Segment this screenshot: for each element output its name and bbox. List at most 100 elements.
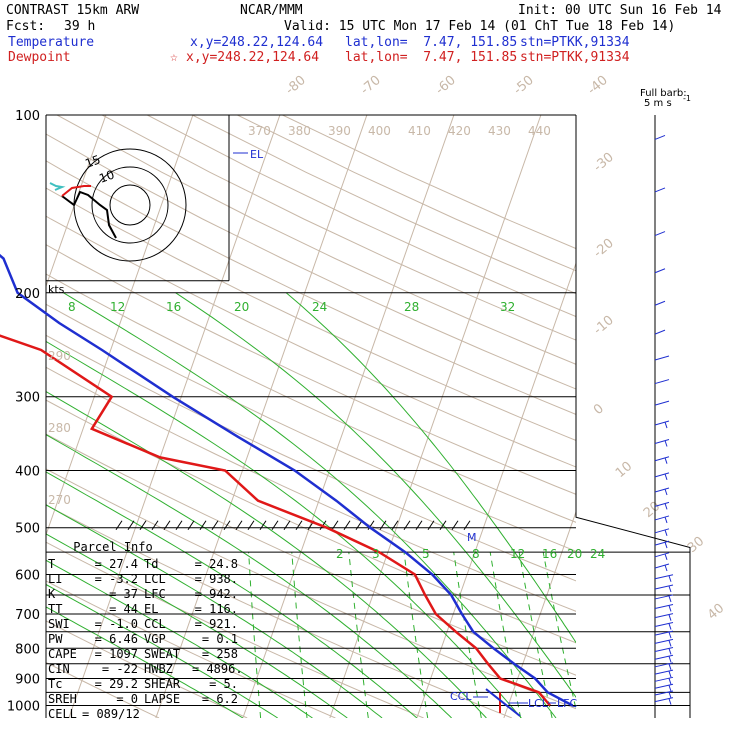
isotherm-label: -20 xyxy=(591,236,617,261)
wind-barb xyxy=(654,690,674,696)
parcel-value: = -1.0 xyxy=(94,617,138,631)
isotherm-line xyxy=(155,115,368,718)
wind-barb-flag xyxy=(664,564,668,572)
wind-barb xyxy=(654,552,670,558)
theta-label: 390 xyxy=(328,124,351,138)
theta-label: 290 xyxy=(48,349,71,363)
wind-barb-flag xyxy=(668,671,672,678)
wind-barb xyxy=(654,456,670,462)
isotherm-label: 0 xyxy=(591,401,607,418)
m-label: M xyxy=(467,531,477,544)
el-label: EL xyxy=(250,148,264,161)
mixing-ratio-label: 5 xyxy=(422,547,430,561)
parcel-key: CELL xyxy=(48,707,77,721)
temperature-latlon: lat,lon= 7.47, 151.85 xyxy=(345,35,518,50)
hodograph-low-trace xyxy=(49,182,66,191)
wind-barb xyxy=(654,268,666,274)
wind-barb-flag xyxy=(664,541,668,549)
dry-adiabat-line xyxy=(237,115,576,272)
parcel-info-row: PW = 6.46 VGP = 0.1 xyxy=(48,632,238,647)
wind-barb xyxy=(654,646,674,652)
isotherm-line xyxy=(503,510,576,718)
wind-barb xyxy=(654,603,674,609)
wind-barb xyxy=(654,563,670,569)
wind-barb-flag xyxy=(668,698,672,705)
dry-adiabat-line xyxy=(46,468,576,710)
wind-barb-flag xyxy=(664,440,668,447)
isotherm-line xyxy=(242,115,455,718)
parcel-value: = -3.2 xyxy=(94,572,138,586)
wind-barb xyxy=(654,528,670,534)
hatch-mark xyxy=(295,520,303,531)
init-time: Init: 00 UTC Sun 16 Feb 14 xyxy=(518,3,722,18)
theta-label: 280 xyxy=(48,421,71,435)
parcel-value: = 258 xyxy=(201,647,238,661)
pressure-tick-label: 1000 xyxy=(7,699,40,714)
wind-barb-flag xyxy=(664,488,668,496)
dry-adiabat-line xyxy=(282,115,576,250)
wind-barb xyxy=(654,654,674,660)
pressure-tick-label: 200 xyxy=(15,287,40,302)
wind-barb xyxy=(654,676,674,682)
parcel-key: CCL xyxy=(144,617,166,631)
lfc-label: LFC xyxy=(557,697,577,710)
parcel-key: SREH xyxy=(48,692,77,706)
dry-adiabat-line xyxy=(46,580,336,718)
theta-label: 400 xyxy=(368,124,391,138)
moist-adiabat-line xyxy=(46,434,452,718)
hatch-mark xyxy=(127,520,135,531)
hatch-mark xyxy=(199,520,207,531)
parcel-info-row: K = 37 LFC = 942. xyxy=(48,587,238,602)
parcel-value: = -22 xyxy=(101,662,138,676)
mixing-ratio-line xyxy=(291,552,308,718)
wind-barb-flag xyxy=(668,575,672,582)
parcel-key: LAPSE xyxy=(144,692,181,706)
wind-barb-flag xyxy=(664,421,668,429)
wind-barb xyxy=(654,683,674,689)
wind-barb xyxy=(654,630,674,636)
wind-barb xyxy=(654,638,674,644)
right-frame xyxy=(575,115,691,718)
pressure-tick-label: 600 xyxy=(15,568,40,583)
wind-barb xyxy=(654,540,670,546)
hatch-mark xyxy=(211,520,219,531)
moist-adiabat-line xyxy=(46,583,278,718)
wind-barb xyxy=(654,420,670,426)
isotherm-line xyxy=(46,115,194,537)
parcel-value xyxy=(192,707,238,722)
hatch-mark xyxy=(115,520,123,531)
hatch-mark xyxy=(343,520,351,531)
parcel-key: Td xyxy=(144,557,159,571)
moist-adiabat-line xyxy=(46,391,487,718)
parcel-key: SWEAT xyxy=(144,647,181,661)
parcel-value: = 116. xyxy=(194,602,238,616)
pressure-tick-label: 700 xyxy=(15,608,40,623)
isotherm-label: -10 xyxy=(591,313,617,338)
pressure-tick-label: 400 xyxy=(15,465,40,480)
isotherm-line xyxy=(678,115,740,718)
isotherm-label: -80 xyxy=(283,73,309,98)
ccl-label: CCL xyxy=(450,690,472,703)
hatch-mark xyxy=(163,520,171,531)
parcel-value: = 44 xyxy=(109,602,138,616)
wind-barb xyxy=(654,501,670,507)
pressure-tick-label: 300 xyxy=(15,391,40,406)
wind-barb-flag xyxy=(664,503,668,510)
org-label: NCAR/MMM xyxy=(240,3,303,18)
wind-barb xyxy=(654,613,674,619)
parcel-value: = 938. xyxy=(194,572,238,586)
theta-e-label: 8 xyxy=(68,300,76,314)
dewpoint-xy: x,y=248.22,124.64 xyxy=(186,50,320,65)
parcel-info-title: Parcel Info xyxy=(73,540,153,554)
parcel-info-row: Tc = 29.2 SHEAR = 5. xyxy=(48,677,238,692)
wind-barb-flag xyxy=(664,457,668,464)
theta-label: 430 xyxy=(488,124,511,138)
dry-adiabat-line xyxy=(46,334,576,582)
theta-e-label: 28 xyxy=(404,300,419,314)
dry-adiabat-line xyxy=(46,433,576,676)
wind-barb xyxy=(654,594,674,600)
dewpoint-stn: stn=PTKK,91334 xyxy=(520,50,630,65)
wind-barb-flag xyxy=(668,685,672,692)
mixing-ratio-label: 24 xyxy=(590,547,605,561)
isotherm-label: 30 xyxy=(685,534,707,556)
